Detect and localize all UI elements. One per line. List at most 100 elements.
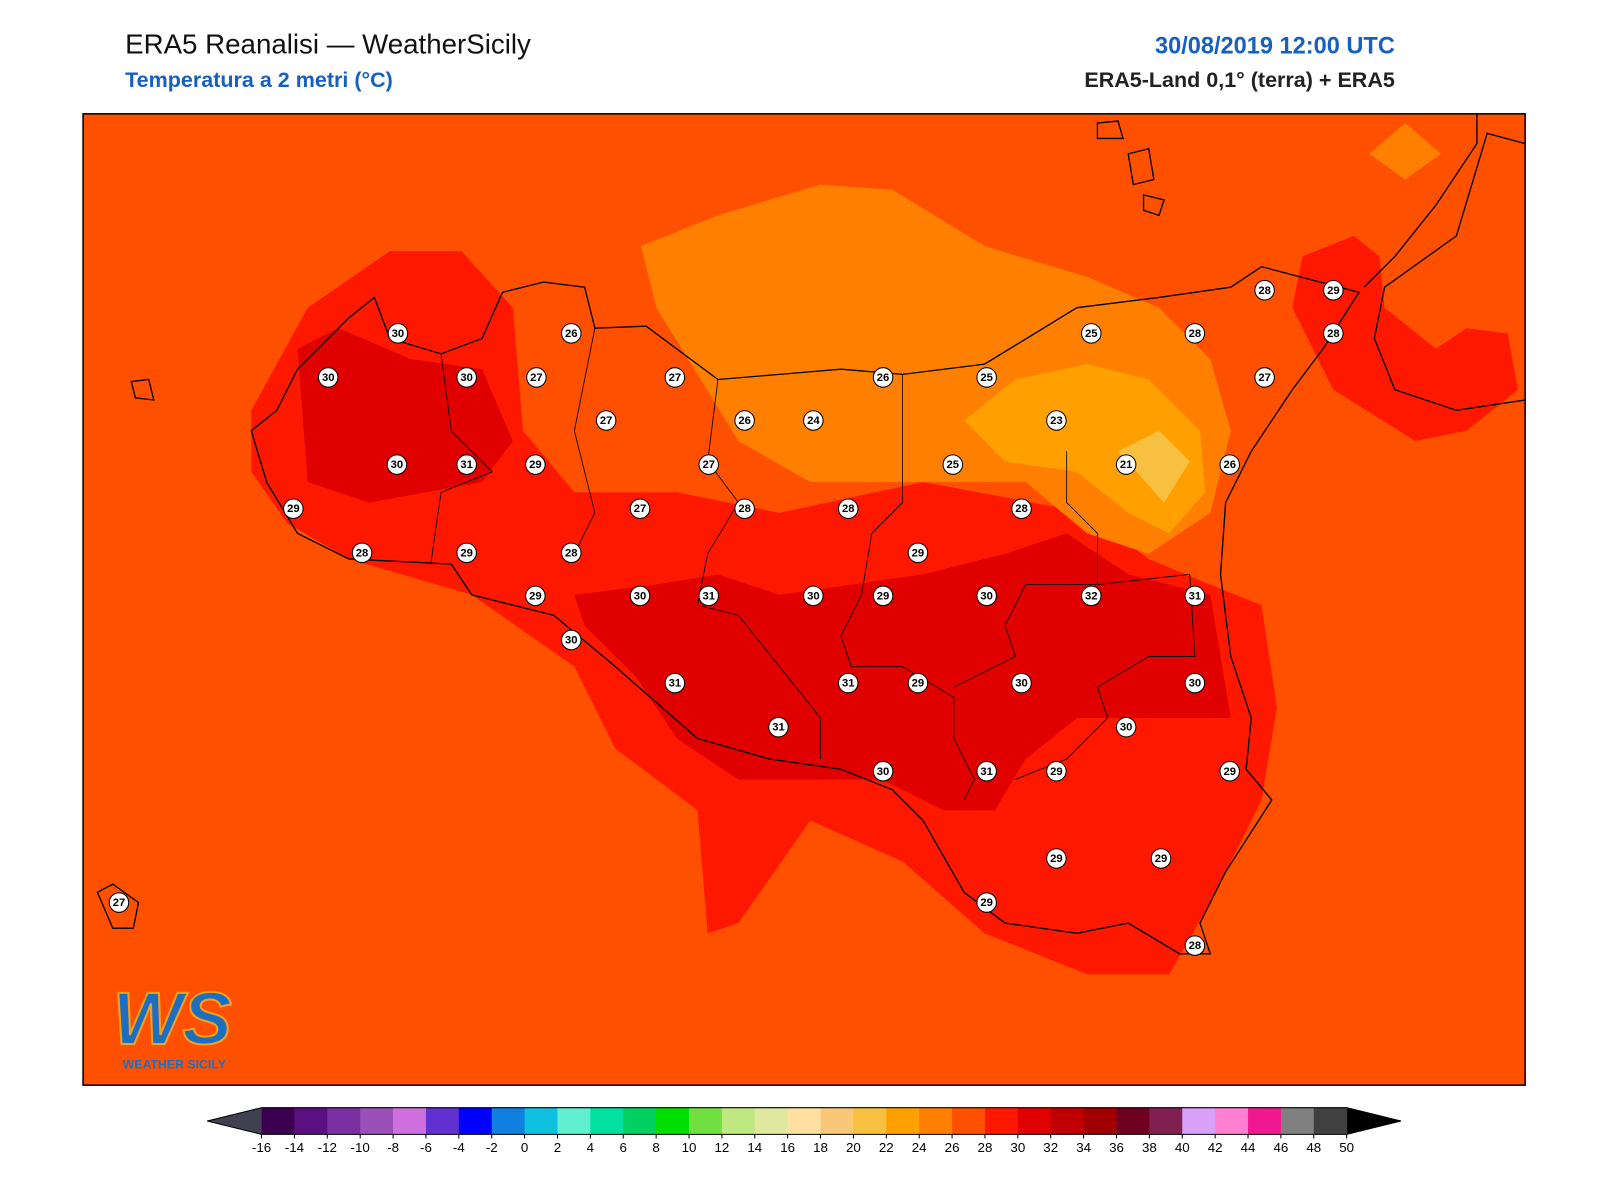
station: 27 xyxy=(526,367,547,388)
station: 30 xyxy=(387,323,409,344)
station-value: 30 xyxy=(807,590,820,602)
station: 30 xyxy=(629,585,651,607)
station-value: 25 xyxy=(1085,328,1098,340)
station-value: 31 xyxy=(842,678,855,690)
station-value: 28 xyxy=(1189,940,1202,952)
station: 30 xyxy=(386,454,408,475)
station-value: 27 xyxy=(530,372,543,384)
station-marker xyxy=(108,892,130,913)
station: 30 xyxy=(1011,672,1032,694)
station-marker xyxy=(456,454,477,475)
station-marker xyxy=(664,367,686,388)
station-marker xyxy=(456,542,477,564)
station-marker xyxy=(1046,848,1067,869)
colorbar-segment xyxy=(721,1107,756,1135)
field-20-22 xyxy=(1117,430,1190,503)
station: 29 xyxy=(907,542,929,564)
station: 21 xyxy=(1115,454,1137,475)
colorbar-segment xyxy=(1313,1107,1348,1135)
station: 31 xyxy=(456,454,477,475)
station-marker xyxy=(734,410,755,431)
colorbar-tick-label: -16 xyxy=(252,1140,271,1155)
colorbar-segment xyxy=(1149,1107,1183,1135)
station-value: 27 xyxy=(669,372,682,384)
colorbar-tick-label: 14 xyxy=(747,1140,762,1155)
station: 28 xyxy=(1254,279,1275,301)
station-value: 28 xyxy=(738,503,751,515)
station-value: 29 xyxy=(1050,766,1063,778)
colorbar-segment xyxy=(1280,1107,1315,1135)
colorbar-tick-label: 48 xyxy=(1306,1140,1321,1155)
station-value: 29 xyxy=(529,459,542,471)
station-value: 30 xyxy=(322,372,335,384)
station-marker xyxy=(561,542,582,564)
station-value: 30 xyxy=(565,635,578,647)
colorbar-tick-label: 24 xyxy=(912,1140,927,1155)
station-marker xyxy=(1323,323,1344,344)
station: 29 xyxy=(907,672,929,694)
station-marker xyxy=(907,672,929,694)
colorbar-segment xyxy=(1083,1107,1118,1135)
station-value: 29 xyxy=(287,503,300,515)
station-value: 31 xyxy=(980,766,993,778)
colorbar-segment xyxy=(853,1107,887,1135)
station-value: 29 xyxy=(1050,853,1063,865)
station-value: 29 xyxy=(877,590,890,602)
station-marker xyxy=(629,585,651,607)
colorbar-segment xyxy=(952,1107,986,1135)
coastline xyxy=(96,113,1526,955)
colorbar-segment xyxy=(820,1107,854,1135)
field-30-32 xyxy=(297,328,1231,811)
colorbar-tick-label: 6 xyxy=(620,1140,627,1155)
station: 27 xyxy=(629,498,651,519)
station: 27 xyxy=(1254,367,1275,388)
station-value: 28 xyxy=(1189,328,1202,340)
colorbar-segment xyxy=(1050,1107,1085,1135)
station: 28 xyxy=(734,498,755,519)
colorbar-tick-label: -12 xyxy=(318,1140,337,1155)
station: 31 xyxy=(1184,585,1206,607)
station-value: 30 xyxy=(877,766,890,778)
colorbar-segment xyxy=(491,1107,526,1135)
colorbar-tick-label: 32 xyxy=(1043,1140,1058,1155)
station: 27 xyxy=(664,367,686,388)
colorbar-tick-label: -2 xyxy=(486,1140,498,1155)
colorbar-segment xyxy=(294,1107,328,1135)
station-marker xyxy=(1254,279,1275,301)
colorbar: -16 -14 -12 -10 -8 -6 -4 -2 0 2 4 6 8 10 12 14 16 18 20 22 2… xyxy=(207,1107,1402,1155)
subtitle: Temperatura a 2 metri (°C) xyxy=(125,68,393,92)
colorbar-segment xyxy=(393,1107,427,1135)
station: 25 xyxy=(1081,323,1102,344)
colorbar-tick-label: 18 xyxy=(813,1140,828,1155)
station-value: 28 xyxy=(1258,285,1271,297)
station-value: 31 xyxy=(772,722,785,734)
station: 28 xyxy=(1184,935,1206,956)
station-marker xyxy=(1115,716,1137,738)
station: 28 xyxy=(1323,323,1344,344)
station-marker xyxy=(525,454,546,475)
station-marker xyxy=(1184,323,1206,344)
colorbar-segment xyxy=(557,1107,591,1135)
station-value: 30 xyxy=(1015,678,1028,690)
station-value: 27 xyxy=(600,415,613,427)
station-value: 28 xyxy=(565,547,578,559)
station-marker xyxy=(387,323,409,344)
station-value: 29 xyxy=(912,547,925,559)
colorbar-tick-label: -10 xyxy=(351,1140,370,1155)
station-marker xyxy=(629,498,651,519)
station: 29 xyxy=(525,454,546,475)
stations: 30 26 30 30 27 27 27 26 24 30 31 29 27 29 27 28 28 28 29 28… xyxy=(108,279,1344,956)
colorbar-segment xyxy=(360,1107,394,1135)
field-24-26 xyxy=(641,123,1442,554)
station: 30 xyxy=(317,367,339,388)
province-borders xyxy=(430,328,1196,801)
colorbar-tick-label: -14 xyxy=(285,1140,305,1155)
station-value: 31 xyxy=(669,678,682,690)
station-marker xyxy=(872,761,894,782)
station: 26 xyxy=(561,323,582,344)
station-marker xyxy=(872,367,894,388)
colorbar-over xyxy=(1346,1107,1402,1135)
colorbar-segment xyxy=(524,1107,558,1135)
colorbar-segment xyxy=(689,1107,723,1135)
